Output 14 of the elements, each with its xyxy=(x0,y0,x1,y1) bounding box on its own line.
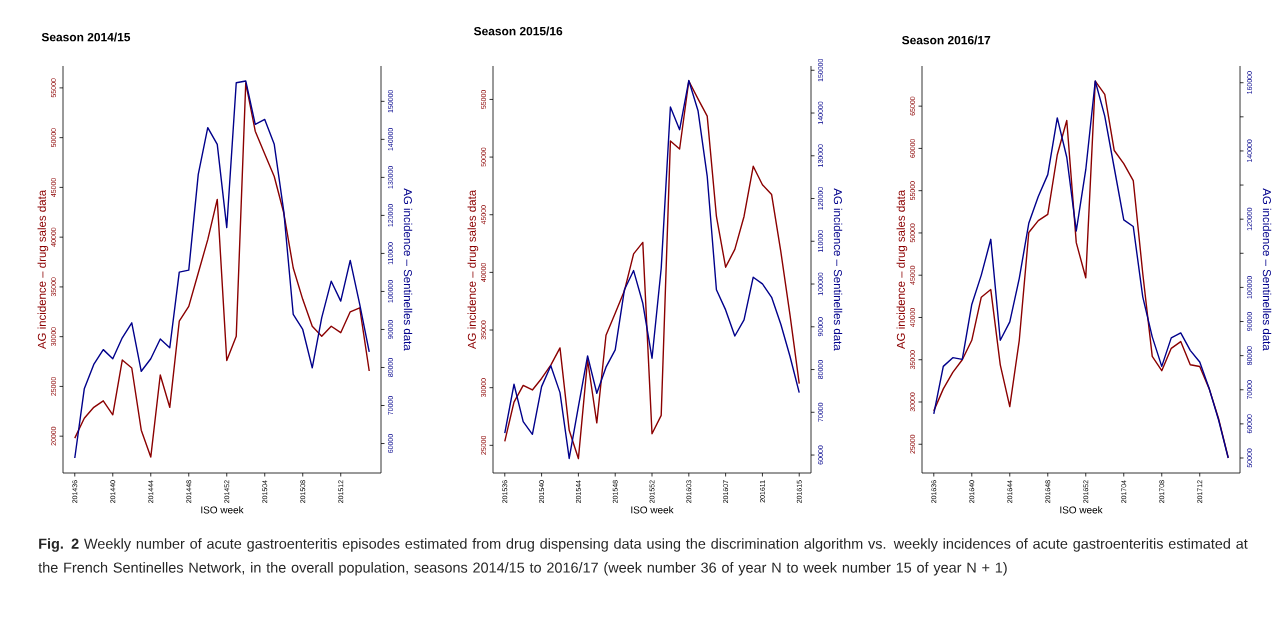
text: Fig. 2 Weekly number of acute gastroenteritis episodes estimated from drug dispensing data using the discrimination algorithm vs. weekly incidences of acute gastroenteritis estimated at the French Sentinelles Network, in the overall population, seasons 2014/15 to 2016/17 (week number 36 of year N to week number 15 of year N + 1) xyxy=(38,538,1248,576)
x-axis-title: ISO week xyxy=(201,506,244,514)
y-axis-title: AG incidence – drug sales data xyxy=(37,189,49,350)
chart-title: Season 2015/16 xyxy=(473,26,563,36)
line-series xyxy=(933,80,1229,459)
y2-axis-title: AG incidence – Sentinelles data xyxy=(833,188,843,351)
chart-title: Season 2014/15 xyxy=(41,32,131,42)
x-axis-title: ISO week xyxy=(631,506,674,514)
y-axis-title: AG incidence – drug sales data xyxy=(467,189,479,350)
y2-axis-title: AG incidence – Sentinelles data xyxy=(403,188,413,351)
y-axis-title: AG incidence – drug sales data xyxy=(896,189,908,350)
y2-axis-title: AG incidence – Sentinelles data xyxy=(1262,188,1272,351)
chart-title: Season 2016/17 xyxy=(902,35,991,45)
x-axis-title: ISO week xyxy=(1060,506,1103,514)
